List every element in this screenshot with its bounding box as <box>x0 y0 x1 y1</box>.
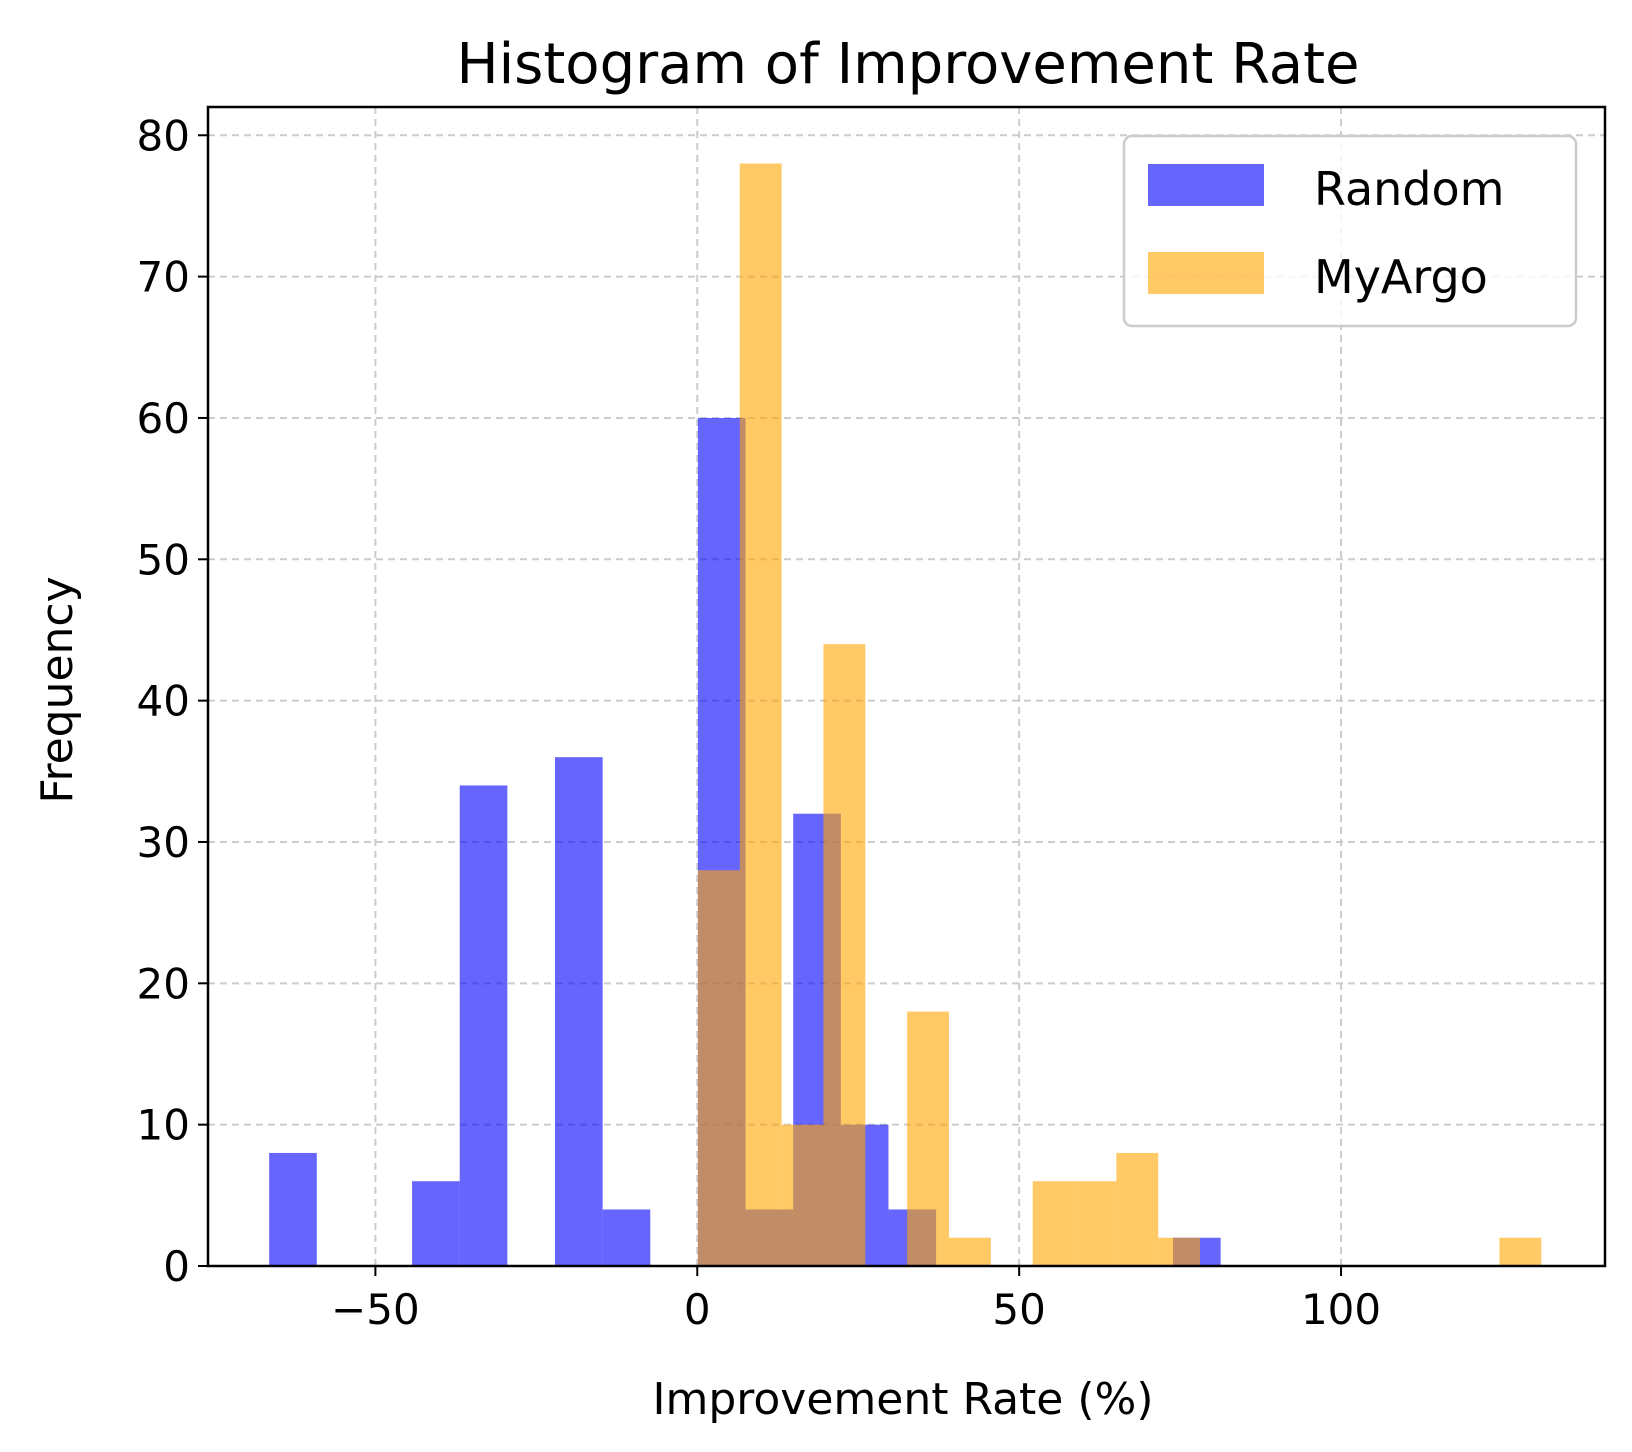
histogram-bar-random <box>412 1181 460 1266</box>
legend-label-myargo: MyArgo <box>1314 250 1488 304</box>
histogram-bars <box>269 163 1542 1266</box>
y-tick-label: 80 <box>137 111 190 160</box>
axis-ticks: −50 0 50 100 0 10 20 30 40 50 60 70 80 <box>137 111 1382 1334</box>
histogram-bar-myargo <box>948 1237 991 1266</box>
legend-label-random: Random <box>1314 162 1504 216</box>
x-axis-label: Improvement Rate (%) <box>653 1374 1154 1425</box>
x-tick-label: 100 <box>1301 1285 1381 1334</box>
histogram-bar-myargo <box>697 870 740 1266</box>
y-tick-label: 30 <box>137 818 190 867</box>
y-tick-label: 20 <box>137 959 190 1008</box>
x-tick-label: 0 <box>684 1285 711 1334</box>
legend-swatch-random <box>1148 164 1264 206</box>
histogram-bar-myargo <box>823 644 866 1266</box>
histogram-bar-random <box>554 757 603 1266</box>
x-tick-label: 50 <box>992 1285 1045 1334</box>
plot-frame <box>206 105 1607 1268</box>
y-tick-label: 40 <box>137 677 190 726</box>
grid-lines <box>208 107 1605 1267</box>
y-axis-label: Frequency <box>32 576 83 803</box>
legend-swatch-myargo <box>1148 252 1264 294</box>
y-tick-label: 0 <box>163 1242 190 1291</box>
legend: Random MyArgo <box>1122 134 1578 328</box>
histogram-bar-myargo <box>1158 1237 1201 1266</box>
histogram-bar-myargo <box>1074 1181 1117 1266</box>
histogram-bar-random <box>459 785 508 1266</box>
histogram-bar-myargo <box>1499 1237 1542 1266</box>
y-tick-label: 10 <box>137 1101 190 1150</box>
y-tick-label: 50 <box>137 535 190 584</box>
chart-title: Histogram of Improvement Rate <box>457 32 1360 97</box>
histogram-bar-myargo <box>739 163 782 1266</box>
histogram-bar-myargo <box>1032 1181 1075 1266</box>
histogram-bar-random <box>602 1209 651 1266</box>
histogram-bar-myargo <box>781 1124 824 1266</box>
histogram-bar-myargo <box>907 1011 949 1266</box>
x-tick-label: −50 <box>331 1285 420 1334</box>
histogram-bar-myargo <box>1116 1152 1159 1266</box>
y-tick-label: 60 <box>137 394 190 443</box>
y-tick-label: 70 <box>137 253 190 302</box>
histogram-bar-random <box>269 1152 317 1266</box>
